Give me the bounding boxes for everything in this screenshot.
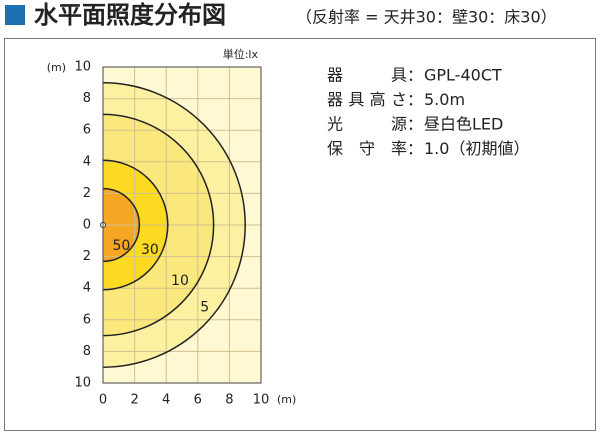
y-tick-label: 4	[83, 281, 91, 296]
unit-label: 単位:lx	[223, 47, 259, 61]
chart-subtitle: （反射率 = 天井30：壁30：床30）	[296, 8, 557, 27]
contour-label: 5	[200, 299, 209, 315]
x-tick-label: 8	[225, 393, 233, 408]
x-tick-label: 6	[194, 393, 202, 408]
spec-value: 昼白色LED	[424, 115, 503, 134]
contour-line	[103, 113, 215, 337]
x-tick-label: 0	[99, 393, 107, 408]
spec-label: 光 源	[327, 115, 407, 134]
y-axis-label: (m)	[47, 61, 66, 74]
spec-separator: ：	[407, 66, 423, 85]
y-tick-label: 2	[83, 249, 91, 264]
contour-label: 30	[141, 242, 159, 258]
y-tick-label: 6	[83, 123, 91, 138]
y-tick-label: 6	[83, 312, 91, 327]
x-tick-label: 4	[162, 393, 170, 408]
x-tick-label: 2	[130, 393, 138, 408]
x-axis-label: (m)	[277, 393, 296, 406]
contour-line	[103, 82, 246, 368]
y-tick-label: 8	[83, 91, 91, 106]
spec-value: 5.0m	[424, 90, 465, 109]
spec-value: 1.0（初期値）	[424, 139, 529, 158]
title-marker	[5, 5, 25, 25]
spec-separator: ：	[407, 90, 423, 109]
spec-separator: ：	[407, 115, 423, 134]
frame	[4, 38, 596, 431]
chart-title: 水平面照度分布図	[34, 1, 226, 29]
contour-line	[103, 159, 169, 291]
x-tick-label: 10	[253, 393, 270, 408]
spec-label: 器 具	[327, 66, 407, 85]
spec-value: GPL-40CT	[424, 66, 502, 85]
contour-label: 10	[171, 273, 189, 289]
y-tick-label: 4	[83, 154, 91, 169]
spec-label: 保 守 率	[327, 139, 407, 158]
contour-label: 50	[112, 238, 130, 254]
spec-separator: ：	[407, 139, 423, 158]
y-tick-label: 8	[83, 344, 91, 359]
spec-label: 器具高さ	[327, 90, 407, 109]
y-tick-label: 2	[83, 186, 91, 201]
y-tick-label: 10	[74, 376, 91, 391]
y-tick-label: 0	[83, 218, 91, 233]
plot-border	[102, 66, 262, 384]
y-tick-label: 10	[74, 60, 91, 75]
